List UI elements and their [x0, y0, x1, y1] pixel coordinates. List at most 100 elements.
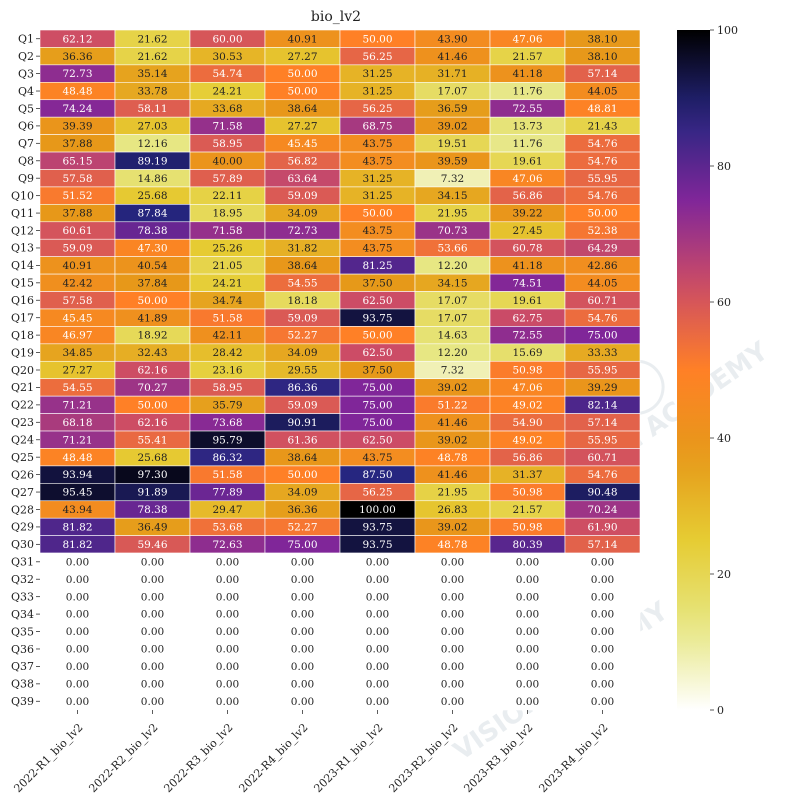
- cell-value-label: 81.82: [62, 539, 92, 551]
- cell-value-label: 0.00: [366, 626, 389, 638]
- cell-value-label: 0.00: [441, 678, 464, 690]
- cell-value-label: 0.00: [66, 609, 89, 621]
- y-tick-label: Q30: [11, 538, 34, 551]
- cell-value-label: 27.27: [287, 51, 317, 63]
- cell-value-label: 41.46: [437, 51, 467, 63]
- cell-value-label: 17.07: [437, 295, 467, 307]
- cell-value-label: 0.00: [291, 556, 314, 568]
- cell-value-label: 50.00: [137, 399, 167, 411]
- y-tick-label: Q33: [11, 590, 34, 603]
- y-tick-label: Q14: [11, 259, 34, 272]
- cell-value-label: 50.00: [137, 295, 167, 307]
- cell-value-label: 0.00: [291, 644, 314, 656]
- cell-value-label: 0.00: [591, 661, 614, 673]
- cell-value-label: 0.00: [591, 644, 614, 656]
- cell-value-label: 39.29: [587, 382, 617, 394]
- cell-value-label: 35.14: [137, 68, 167, 80]
- cell-value-label: 7.32: [441, 173, 464, 185]
- y-tick-label: Q4: [18, 85, 34, 98]
- cell-value-label: 0.00: [441, 609, 464, 621]
- cell-value-label: 70.27: [137, 382, 167, 394]
- cell-value-label: 57.14: [587, 68, 617, 80]
- x-tick-label: 2022-R3_bio_lv2: [161, 721, 235, 795]
- cell-value-label: 54.76: [587, 469, 617, 481]
- cell-value-label: 39.02: [437, 120, 467, 132]
- colorbar-tick-label: 100: [717, 24, 738, 37]
- cell-value-label: 63.64: [287, 173, 317, 185]
- cell-value-label: 39.22: [512, 208, 542, 220]
- cell-value-label: 34.74: [212, 295, 242, 307]
- cell-value-label: 33.68: [212, 103, 242, 115]
- heatmap-cells: 62.12 21.62 60.00 40.91 50.00 43.90 47.06 38.10…: [39, 29, 641, 711]
- y-tick-label: Q26: [11, 468, 34, 481]
- cell-value-label: 44.05: [587, 86, 617, 98]
- cell-value-label: 60.71: [587, 452, 617, 464]
- cell-value-label: 0.00: [141, 644, 164, 656]
- cell-value-label: 56.25: [362, 103, 392, 115]
- colorbar-gradient: [677, 30, 710, 710]
- cell-value-label: 7.32: [441, 365, 464, 377]
- cell-value-label: 24.21: [212, 277, 242, 289]
- cell-value-label: 0.00: [141, 556, 164, 568]
- y-tick-label: Q16: [11, 294, 34, 307]
- x-tick-label: 2023-R4_bio_lv2: [536, 721, 610, 795]
- cell-value-label: 0.00: [216, 609, 239, 621]
- cell-value-label: 0.00: [591, 591, 614, 603]
- cell-value-label: 50.98: [512, 522, 542, 534]
- cell-value-label: 72.63: [212, 539, 242, 551]
- cell-value-label: 31.25: [362, 190, 392, 202]
- cell-value-label: 48.78: [437, 539, 467, 551]
- cell-value-label: 43.75: [362, 155, 392, 167]
- cell-value-label: 0.00: [516, 644, 539, 656]
- cell-value-label: 50.00: [287, 68, 317, 80]
- cell-value-label: 0.00: [291, 574, 314, 586]
- cell-value-label: 19.51: [437, 138, 467, 150]
- cell-value-label: 51.58: [212, 312, 242, 324]
- y-tick-label: Q10: [11, 189, 34, 202]
- cell-value-label: 28.42: [212, 347, 242, 359]
- cell-value-label: 0.00: [591, 574, 614, 586]
- cell-value-label: 54.76: [587, 190, 617, 202]
- colorbar-tick-label: 20: [717, 568, 731, 581]
- cell-value-label: 0.00: [66, 644, 89, 656]
- y-tick-label: Q5: [18, 102, 34, 115]
- cell-value-label: 43.75: [362, 452, 392, 464]
- cell-value-label: 27.27: [62, 365, 92, 377]
- cell-value-label: 30.53: [212, 51, 242, 63]
- cell-value-label: 12.20: [437, 347, 467, 359]
- colorbar-tick-label: 80: [717, 160, 731, 173]
- cell-value-label: 15.69: [512, 347, 542, 359]
- cell-value-label: 21.57: [512, 51, 542, 63]
- cell-value-label: 34.09: [287, 347, 317, 359]
- cell-value-label: 57.14: [587, 539, 617, 551]
- colorbar-tick-label: 0: [717, 704, 724, 717]
- y-tick-label: Q36: [11, 643, 34, 656]
- y-tick-label: Q6: [18, 120, 34, 133]
- cell-value-label: 0.00: [591, 556, 614, 568]
- cell-value-label: 0.00: [441, 644, 464, 656]
- cell-value-label: 41.89: [137, 312, 167, 324]
- cell-value-label: 57.58: [62, 173, 92, 185]
- cell-value-label: 93.75: [362, 312, 392, 324]
- colorbar-tick-label: 60: [717, 296, 731, 309]
- cell-value-label: 0.00: [66, 696, 89, 708]
- cell-value-label: 71.21: [62, 399, 92, 411]
- y-tick-label: Q27: [11, 486, 34, 499]
- cell-value-label: 60.00: [212, 33, 242, 45]
- cell-value-label: 43.75: [362, 138, 392, 150]
- y-tick-label: Q35: [11, 625, 34, 638]
- cell-value-label: 13.73: [512, 120, 542, 132]
- chart-title: bio_lv2: [311, 9, 361, 25]
- colorbar: 0 20 40 60 80 100: [677, 24, 738, 717]
- cell-value-label: 11.76: [512, 138, 542, 150]
- cell-value-label: 31.25: [362, 68, 392, 80]
- cell-value-label: 58.95: [212, 138, 242, 150]
- cell-value-label: 47.06: [512, 33, 542, 45]
- cell-value-label: 0.00: [66, 591, 89, 603]
- cell-value-label: 0.00: [216, 574, 239, 586]
- cell-value-label: 50.00: [287, 86, 317, 98]
- y-tick-label: Q39: [11, 695, 34, 708]
- cell-value-label: 87.50: [362, 469, 392, 481]
- cell-value-label: 0.00: [291, 661, 314, 673]
